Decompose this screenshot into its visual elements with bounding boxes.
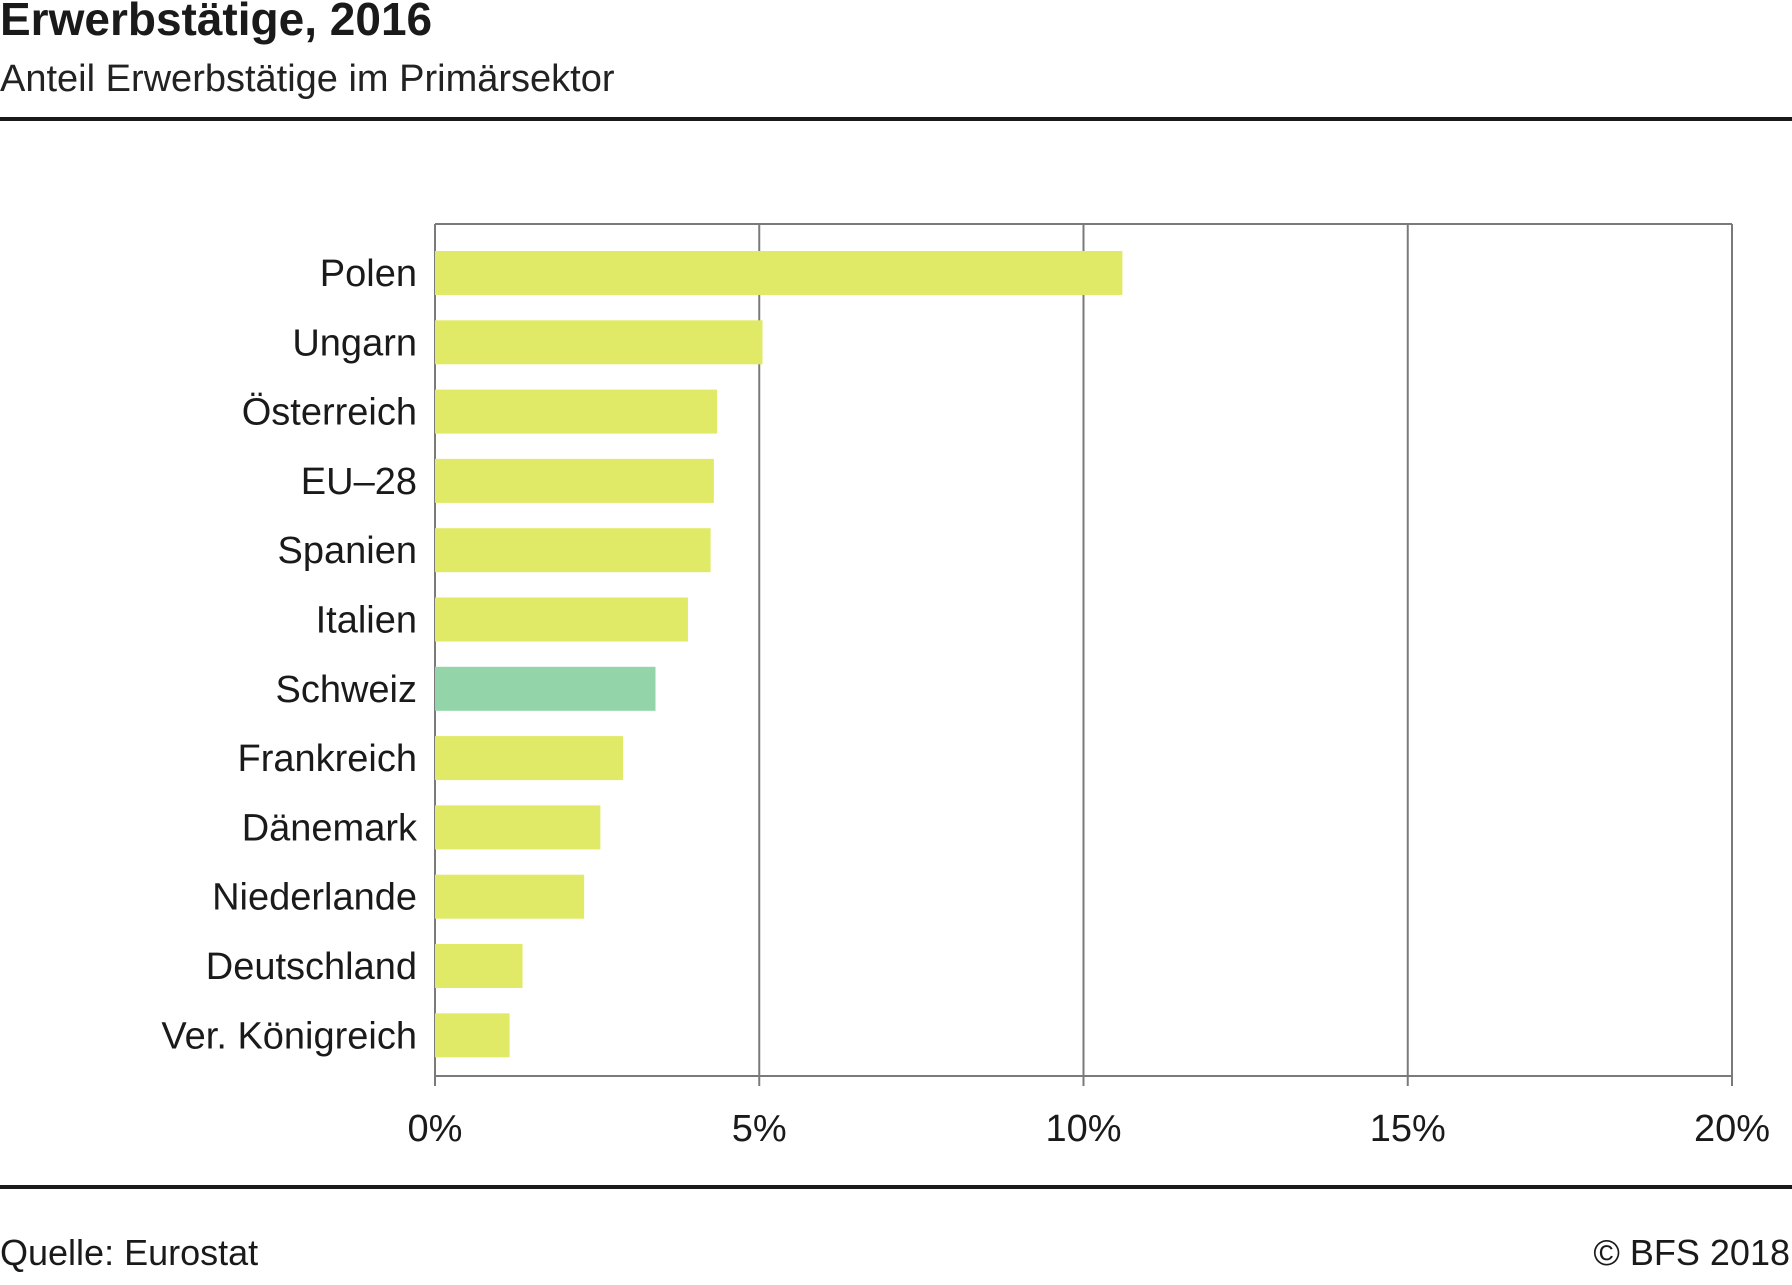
bar-8: [435, 805, 601, 850]
bar-3: [435, 458, 714, 503]
chart-subtitle: Anteil Erwerbstätige im Primärsektor: [0, 58, 615, 100]
x-tick-label-1: 5%: [732, 1108, 787, 1150]
category-label-10: Deutschland: [206, 946, 417, 988]
copyright-note: © BFS 2018: [1593, 1232, 1790, 1273]
bottom-divider: [0, 1185, 1792, 1189]
x-tick-label-3: 15%: [1370, 1108, 1446, 1150]
bar-1: [435, 320, 763, 365]
category-label-0: Polen: [320, 253, 417, 295]
chart-title: Erwerbstätige, 2016: [0, 0, 433, 45]
bar-6: [435, 666, 656, 711]
bar-9: [435, 874, 585, 919]
category-label-2: Österreich: [242, 392, 417, 434]
category-label-5: Italien: [316, 600, 417, 642]
category-label-3: EU–28: [301, 461, 417, 503]
bar-0: [435, 251, 1123, 295]
top-divider: [0, 117, 1792, 121]
bar-chart: 0% 5% 10% 15% 20% Polen Ungarn Österreich EU–28 S…: [161, 223, 1770, 1150]
category-label-8: Dänemark: [242, 807, 418, 849]
category-label-9: Niederlande: [212, 877, 417, 919]
category-label-7: Frankreich: [238, 738, 418, 780]
bar-4: [435, 528, 711, 573]
category-label-1: Ungarn: [292, 322, 417, 364]
bar-2: [435, 389, 718, 434]
source-note: Quelle: Eurostat: [0, 1232, 259, 1273]
category-label-11: Ver. Königreich: [161, 1015, 417, 1057]
bar-5: [435, 597, 688, 642]
bar-11: [435, 1013, 510, 1058]
category-label-6: Schweiz: [276, 669, 418, 711]
x-tick-label-0: 0%: [408, 1108, 463, 1150]
x-tick-label-2: 10%: [1045, 1108, 1121, 1150]
bar-7: [435, 736, 624, 781]
category-label-4: Spanien: [278, 530, 417, 572]
bar-10: [435, 944, 523, 988]
x-tick-label-4: 20%: [1694, 1108, 1770, 1150]
